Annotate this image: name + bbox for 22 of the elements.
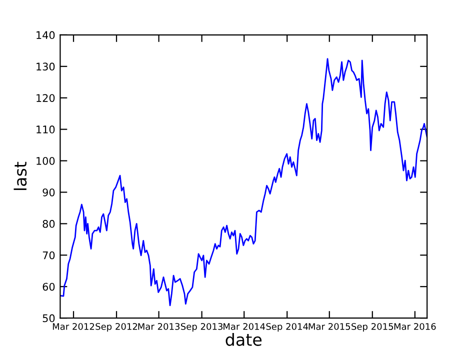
x-tick-label: Mar 2014 [224, 323, 266, 330]
x-tick-label: Mar 2016 [394, 323, 436, 330]
y-tick-label: 90 [42, 188, 55, 196]
x-tick-label: Sep 2012 [96, 323, 138, 332]
x-tick-label: Sep 2015 [352, 323, 394, 332]
x-tick-label: Mar 2015 [308, 323, 350, 330]
line-series [60, 58, 428, 306]
y-tick-label: 110 [36, 126, 55, 134]
x-tick-label: Mar 2013 [138, 323, 180, 330]
y-tick-label: 120 [36, 94, 55, 102]
y-tick-label: 60 [42, 282, 55, 291]
y-tick-label: 80 [42, 220, 55, 228]
x-axis-title: date [226, 333, 262, 346]
y-tick-label: 70 [42, 251, 55, 260]
y-tick-label: 100 [36, 157, 55, 165]
x-tick-label: Mar 2012 [52, 323, 94, 330]
x-tick-label: Sep 2014 [266, 323, 308, 332]
x-tick-label: Sep 2013 [180, 323, 223, 332]
y-tick-label: 140 [36, 31, 55, 40]
y-tick-label: 130 [36, 62, 55, 71]
y-tick-label: 50 [42, 314, 55, 322]
y-axis-title: last [14, 162, 27, 190]
